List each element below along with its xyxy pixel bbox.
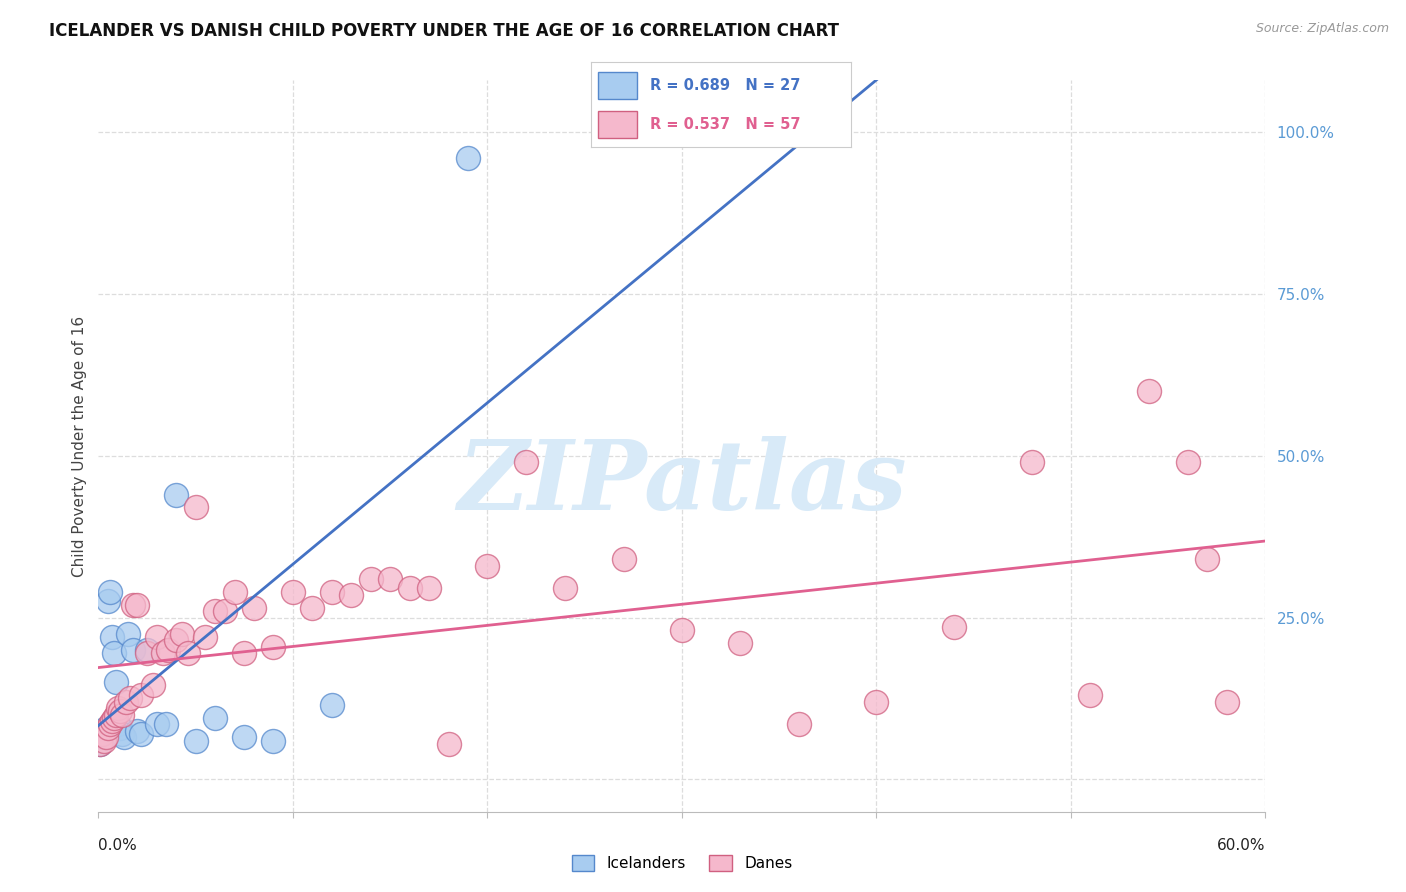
Point [157, 643, 180, 657]
Point [89, 737, 111, 751]
Point [233, 731, 256, 745]
Point [262, 640, 284, 654]
Point [554, 582, 576, 596]
Point [142, 678, 165, 692]
Point [108, 705, 131, 719]
Y-axis label: Child Poverty Under the Age of 16: Child Poverty Under the Age of 16 [72, 316, 87, 576]
Point [107, 701, 129, 715]
Point [224, 584, 246, 599]
Point [101, 630, 124, 644]
Point [112, 731, 135, 745]
Point [127, 723, 149, 738]
Point [204, 604, 226, 618]
Point [114, 695, 136, 709]
Point [129, 688, 152, 702]
Point [152, 646, 174, 660]
Point [103, 646, 125, 660]
Point [136, 643, 159, 657]
Point [243, 600, 266, 615]
Point [97, 594, 120, 608]
Text: R = 0.689   N = 27: R = 0.689 N = 27 [651, 78, 801, 93]
Point [111, 707, 134, 722]
Text: ZIPatlas: ZIPatlas [457, 435, 907, 530]
Point [515, 455, 537, 469]
Point [96, 721, 118, 735]
Point [108, 721, 131, 735]
Point [1137, 384, 1160, 398]
Point [1177, 455, 1199, 469]
Point [418, 582, 440, 596]
Point [129, 727, 152, 741]
Text: ICELANDER VS DANISH CHILD POVERTY UNDER THE AGE OF 16 CORRELATION CHART: ICELANDER VS DANISH CHILD POVERTY UNDER … [49, 22, 839, 40]
Point [321, 698, 343, 712]
Point [93, 733, 115, 747]
Point [262, 733, 284, 747]
Point [865, 695, 887, 709]
Text: 0.0%: 0.0% [98, 838, 138, 854]
Point [730, 636, 752, 650]
Point [1021, 455, 1043, 469]
Point [1215, 695, 1237, 709]
Point [671, 624, 693, 638]
Point [477, 558, 499, 573]
Point [340, 588, 363, 602]
Bar [599, 71, 637, 99]
Point [943, 620, 966, 634]
Point [378, 572, 402, 586]
Point [177, 646, 200, 660]
Point [398, 582, 420, 596]
Text: 60.0%: 60.0% [1218, 838, 1265, 854]
Legend: Icelanders, Danes: Icelanders, Danes [565, 849, 799, 877]
Point [204, 711, 226, 725]
Point [97, 721, 120, 735]
Point [117, 626, 139, 640]
Point [281, 584, 304, 599]
Point [104, 675, 127, 690]
Point [301, 600, 323, 615]
Point [107, 717, 129, 731]
Point [1195, 552, 1218, 566]
Point [360, 572, 382, 586]
Point [155, 717, 177, 731]
Point [1080, 688, 1102, 702]
Point [184, 500, 207, 515]
Point [91, 723, 114, 738]
Point [233, 646, 256, 660]
Point [437, 737, 460, 751]
Point [104, 707, 127, 722]
Point [98, 717, 121, 731]
Point [96, 731, 118, 745]
Point [91, 727, 114, 741]
Point [122, 598, 145, 612]
Point [93, 731, 115, 745]
Text: Source: ZipAtlas.com: Source: ZipAtlas.com [1256, 22, 1389, 36]
Point [98, 584, 121, 599]
Point [787, 717, 810, 731]
Point [612, 552, 634, 566]
Point [136, 646, 159, 660]
Point [103, 711, 125, 725]
Point [184, 733, 207, 747]
Point [118, 691, 141, 706]
Point [101, 714, 124, 728]
Point [146, 630, 169, 644]
Point [127, 598, 149, 612]
Point [321, 584, 343, 599]
Point [165, 487, 187, 501]
Point [111, 727, 134, 741]
Point [457, 151, 479, 165]
Point [165, 633, 187, 648]
Point [122, 643, 145, 657]
Point [146, 717, 169, 731]
Text: R = 0.537   N = 57: R = 0.537 N = 57 [651, 117, 801, 132]
Bar [599, 111, 637, 138]
Point [89, 737, 111, 751]
Point [214, 604, 236, 618]
Point [170, 626, 193, 640]
Point [194, 630, 217, 644]
